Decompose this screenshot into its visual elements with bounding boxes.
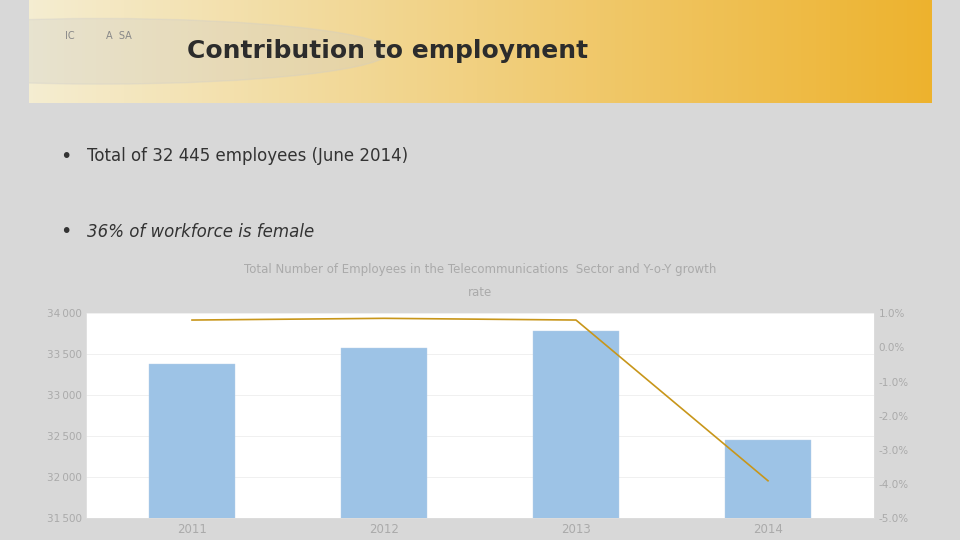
Bar: [149, 364, 235, 540]
Text: rate: rate: [468, 286, 492, 299]
Text: •: •: [60, 146, 72, 166]
Text: 36% of workforce is female: 36% of workforce is female: [87, 223, 315, 241]
Text: A  SA: A SA: [106, 31, 132, 41]
Bar: [341, 348, 427, 540]
Text: Total Number of Employees in the Telecommunications  Sector and Y-o-Y growth: Total Number of Employees in the Telecom…: [244, 264, 716, 276]
Text: •: •: [60, 222, 72, 241]
Text: IC: IC: [65, 31, 75, 41]
Text: Total of 32 445 employees (June 2014): Total of 32 445 employees (June 2014): [87, 147, 409, 165]
Bar: [725, 441, 811, 540]
Text: Contribution to employment: Contribution to employment: [186, 39, 588, 63]
Circle shape: [0, 18, 390, 84]
Bar: [533, 331, 619, 540]
